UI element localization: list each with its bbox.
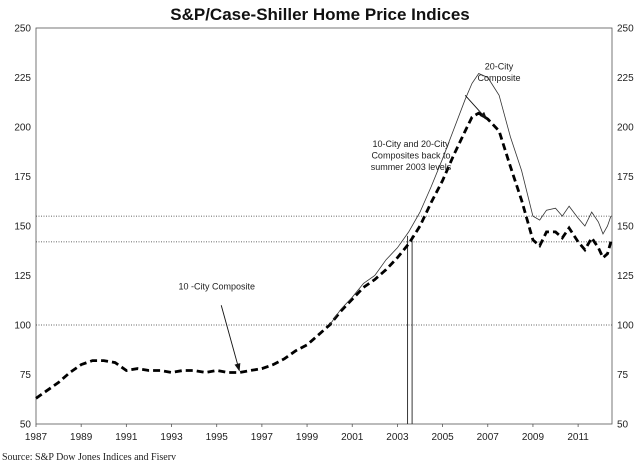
source-note: Source: S&P Dow Jones Indices and Fiserv [2,452,177,463]
y-tick-right-50: 50 [617,420,629,431]
y-axis-left: 50 75 100 125 150 175 200 225 250 [14,24,31,431]
x-tick-1989: 1989 [70,432,93,443]
annotation-10-city: 10 -City Composite [178,281,255,372]
y-tick-left-150: 150 [14,222,31,233]
y-tick-left-200: 200 [14,123,31,134]
x-tick-1995: 1995 [206,432,229,443]
y-tick-right-175: 175 [617,172,634,183]
y-tick-left-175: 175 [14,172,31,183]
x-tick-2007: 2007 [477,432,500,443]
series-layer [35,72,613,400]
series-20-city-composite [329,72,612,326]
y-tick-right-75: 75 [617,370,629,381]
series-10-city-composite [35,111,613,400]
y-tick-left-250: 250 [14,24,31,35]
chart-title: S&P/Case-Shiller Home Price Indices [170,5,470,24]
y-tick-left-100: 100 [14,321,31,332]
y-tick-right-250: 250 [617,24,634,35]
y-tick-right-200: 200 [617,123,634,134]
annotation-back-to-2003-text: 10-City and 20-City Composites back to sum… [371,139,452,172]
annotation-10-city-arrow [220,305,241,372]
y-tick-right-100: 100 [617,321,634,332]
annotation-20-city-arrow [464,95,488,120]
annotation-20-city-text: 20-City Composite [478,62,521,84]
y-tick-right-225: 225 [617,73,634,84]
annotation-20-city: 20-City Composite [464,62,521,120]
y-tick-right-125: 125 [617,271,634,282]
annotation-10-city-text: 10 -City Composite [178,281,255,291]
y-tick-left-50: 50 [20,420,32,431]
x-tick-2001: 2001 [341,432,364,443]
x-tick-2009: 2009 [522,432,545,443]
y-tick-right-150: 150 [617,222,634,233]
x-tick-1993: 1993 [160,432,183,443]
x-tick-1997: 1997 [251,432,274,443]
x-tick-2005: 2005 [431,432,454,443]
x-tick-1999: 1999 [296,432,319,443]
reference-lines [36,215,612,326]
annotation-back-to-2003: 10-City and 20-City Composites back to sum… [371,139,452,172]
x-tick-2011: 2011 [567,432,589,443]
y-tick-left-125: 125 [14,271,31,282]
y-axis-right: 50 75 100 125 150 175 200 225 250 [617,24,634,431]
x-tick-1987: 1987 [25,432,48,443]
y-tick-left-225: 225 [14,73,31,84]
plot-frame [35,27,613,425]
x-axis: 1987 1989 1991 1993 1995 1997 1999 2001 2003 2005… [25,424,589,443]
x-tick-2003: 2003 [386,432,409,443]
y-tick-left-75: 75 [20,370,32,381]
vertical-markers [407,235,413,424]
x-tick-1991: 1991 [115,432,138,443]
annotations: 20-City Composite 10-City and 20-City Compo… [178,62,521,372]
